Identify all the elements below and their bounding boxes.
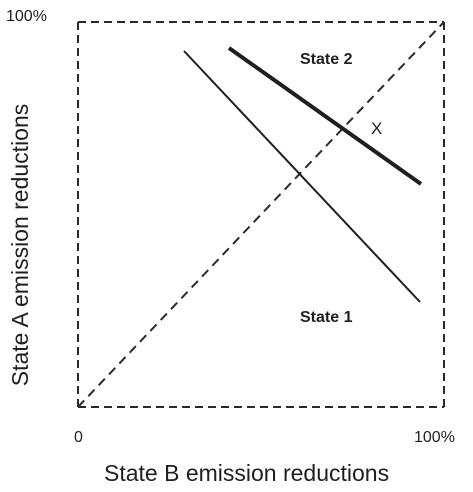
state-2-line	[227, 46, 423, 186]
origin-tick: 0	[74, 429, 83, 446]
y-axis-label: State A emission reductions	[7, 104, 33, 387]
x-axis-label: State B emission reductions	[104, 460, 389, 486]
state-2-label: State 2	[300, 51, 353, 68]
y-axis-max-tick: 100%	[6, 8, 47, 25]
x-axis-max-tick: 100%	[414, 429, 455, 446]
state-1-label: State 1	[300, 309, 353, 326]
diagonal-dashed-line	[77, 21, 445, 408]
state-1-line	[183, 50, 421, 303]
point-x-label: X	[371, 119, 382, 138]
